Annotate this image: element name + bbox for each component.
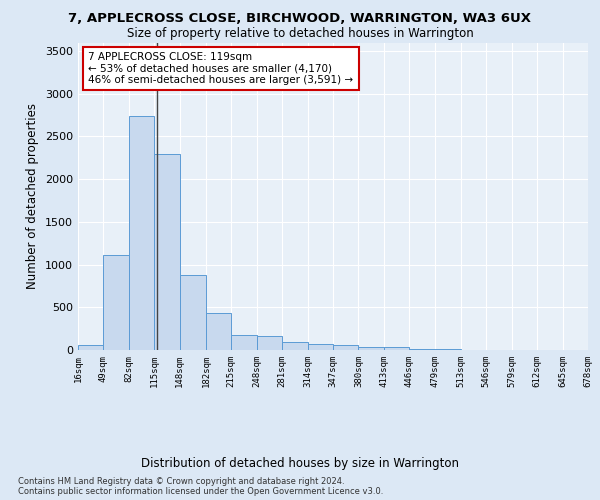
Text: Distribution of detached houses by size in Warrington: Distribution of detached houses by size …: [141, 458, 459, 470]
Bar: [282, 342, 308, 350]
Text: Contains public sector information licensed under the Open Government Licence v3: Contains public sector information licen…: [18, 488, 383, 496]
Text: Contains HM Land Registry data © Crown copyright and database right 2024.: Contains HM Land Registry data © Crown c…: [18, 478, 344, 486]
Bar: [206, 314, 232, 350]
Bar: [103, 255, 129, 350]
Bar: [232, 336, 257, 350]
Bar: [179, 276, 206, 350]
Text: 7, APPLECROSS CLOSE, BIRCHWOOD, WARRINGTON, WA3 6UX: 7, APPLECROSS CLOSE, BIRCHWOOD, WARRINGT…: [68, 12, 532, 26]
Bar: [384, 348, 409, 350]
Bar: [154, 154, 179, 350]
Bar: [409, 348, 434, 350]
Bar: [78, 346, 103, 350]
Bar: [308, 344, 333, 350]
Text: Size of property relative to detached houses in Warrington: Size of property relative to detached ho…: [127, 28, 473, 40]
Text: 7 APPLECROSS CLOSE: 119sqm
← 53% of detached houses are smaller (4,170)
46% of s: 7 APPLECROSS CLOSE: 119sqm ← 53% of deta…: [88, 52, 353, 85]
Bar: [358, 347, 384, 350]
Bar: [257, 336, 282, 350]
Bar: [333, 346, 358, 350]
Y-axis label: Number of detached properties: Number of detached properties: [26, 104, 40, 289]
Bar: [434, 348, 461, 350]
Bar: [129, 116, 154, 350]
